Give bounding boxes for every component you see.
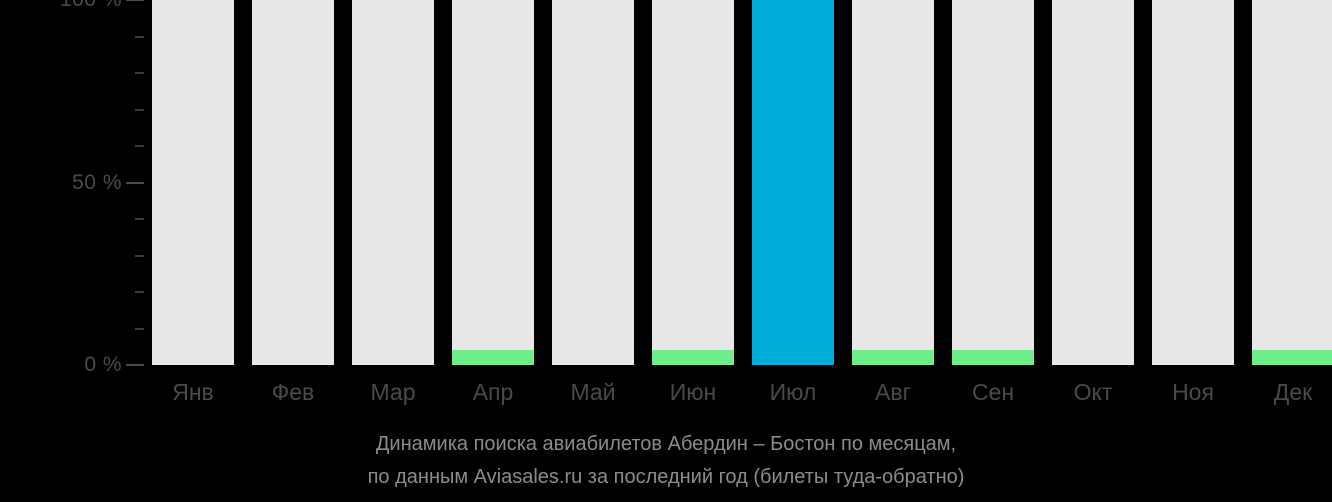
x-axis-label-мар: Мар (370, 379, 416, 405)
x-axis-label-ноя: Ноя (1172, 379, 1214, 405)
bar-segment-accent (452, 350, 534, 365)
bar-сен[interactable] (952, 0, 1034, 365)
bar-slot[interactable] (552, 0, 634, 365)
x-axis-label-июл: Июл (769, 379, 817, 405)
plot-area (152, 0, 1332, 365)
bar-июн[interactable] (652, 0, 734, 365)
bar-segment-base (1152, 0, 1234, 365)
bar-slot[interactable] (1152, 0, 1234, 365)
y-axis: 0 % 50 % 100 % (0, 0, 152, 376)
y-axis-label: 100 % (60, 0, 122, 12)
x-axis: Янв Фев Мар Апр Май Июн Июл Авг Сен Окт Ноя Дек (152, 365, 1332, 425)
x-axis-label-авг: Авг (875, 379, 911, 405)
x-axis-label-окт: Окт (1073, 379, 1113, 405)
y-axis-label: 0 % (84, 353, 122, 376)
bar-дек[interactable] (1252, 0, 1332, 365)
bar-segment-accent (1252, 350, 1332, 365)
bar-segment-base (652, 0, 734, 351)
bar-segment-base (352, 0, 434, 365)
caption-line-1: Динамика поиска авиабилетов Абердин – Бо… (375, 433, 957, 455)
bar-апр[interactable] (452, 0, 534, 365)
x-axis-label-апр: Апр (472, 379, 514, 405)
bar-янв[interactable] (152, 0, 234, 365)
x-axis-label-дек: Дек (1273, 379, 1313, 405)
x-axis-label-сен: Сен (971, 379, 1015, 405)
bar-июл[interactable] (752, 0, 834, 365)
y-axis-minor-tick (135, 145, 144, 147)
bar-segment-base (252, 0, 334, 365)
bar-segment-base (852, 0, 934, 351)
y-axis-minor-tick (135, 218, 144, 220)
y-axis-minor-tick (135, 291, 144, 293)
bar-slot[interactable] (652, 0, 734, 365)
bar-segment-accent (952, 350, 1034, 365)
bar-segment-base (552, 0, 634, 365)
y-axis-minor-tick (135, 72, 144, 74)
bar-slot[interactable] (252, 0, 334, 365)
bar-slot[interactable] (352, 0, 434, 365)
bar-segment-base (752, 0, 834, 365)
bar-мар[interactable] (352, 0, 434, 365)
bar-slot[interactable] (852, 0, 934, 365)
bar-авг[interactable] (852, 0, 934, 365)
chart-caption: Динамика поиска авиабилетов Абердин – Бо… (0, 428, 1332, 494)
bar-slot[interactable] (152, 0, 234, 365)
bar-ноя[interactable] (1152, 0, 1234, 365)
y-axis-minor-tick (135, 35, 144, 38)
caption-line-2: по данным Aviasales.ru за последний год … (367, 466, 965, 488)
bar-окт[interactable] (1052, 0, 1134, 365)
y-axis-minor-tick (135, 327, 144, 330)
bar-segment-base (152, 0, 234, 365)
y-axis-label: 50 % (72, 170, 122, 194)
y-axis-major-tick (126, 0, 144, 1)
bar-segment-base (1052, 0, 1134, 365)
bar-slot[interactable] (452, 0, 534, 365)
x-axis-label-июн: Июн (669, 379, 717, 405)
y-axis-major-tick (126, 364, 144, 366)
x-axis-label-май: Май (570, 379, 616, 405)
bar-фев[interactable] (252, 0, 334, 365)
y-axis-minor-tick (135, 108, 144, 111)
bar-segment-base (452, 0, 534, 351)
y-axis-minor-tick (135, 254, 144, 257)
x-axis-label-фев: Фев (271, 379, 315, 405)
y-axis-major-tick (126, 181, 144, 184)
bar-slot[interactable] (1252, 0, 1332, 365)
bar-slot[interactable] (752, 0, 834, 365)
bar-slot[interactable] (1052, 0, 1134, 365)
bar-май[interactable] (552, 0, 634, 365)
bar-segment-base (1252, 0, 1332, 351)
bar-segment-base (952, 0, 1034, 351)
bar-slot[interactable] (952, 0, 1034, 365)
bar-segment-accent (652, 350, 734, 365)
bar-segment-accent (852, 350, 934, 365)
x-axis-label-янв: Янв (172, 379, 214, 405)
